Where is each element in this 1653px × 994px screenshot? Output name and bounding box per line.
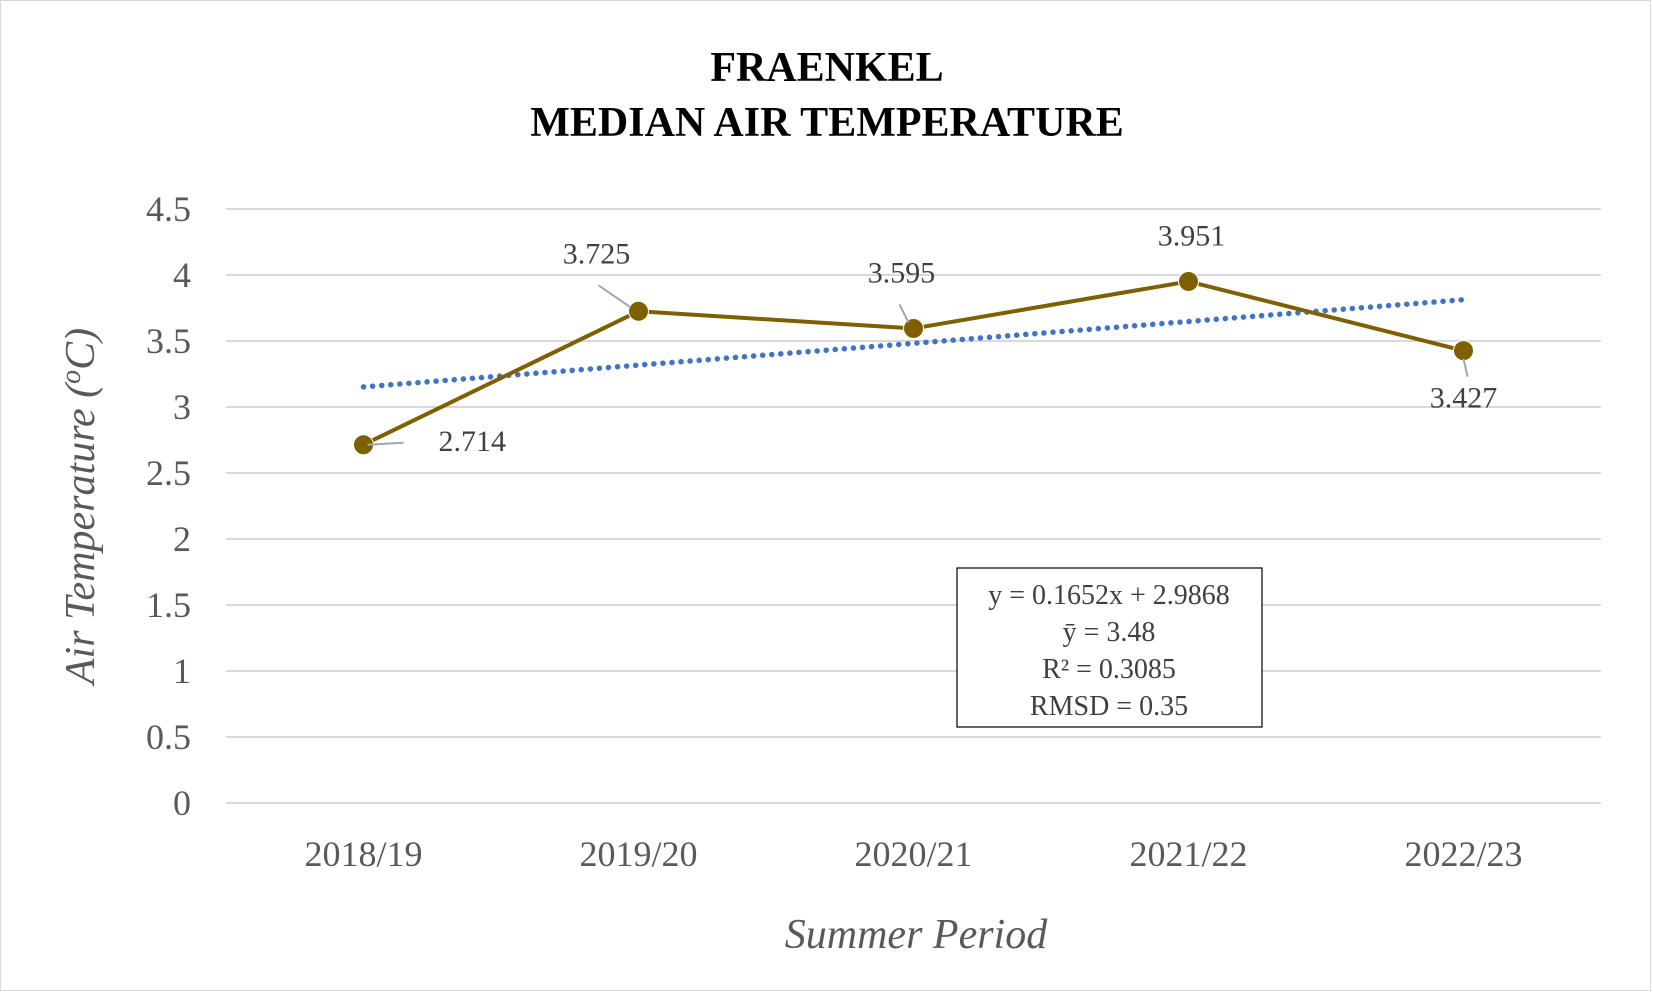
x-tick-label: 2018/19 — [304, 834, 422, 874]
data-series — [353, 270, 1474, 456]
data-label-leader — [898, 304, 910, 323]
data-label-leader — [597, 284, 632, 309]
y-tick-label: 1 — [173, 651, 191, 691]
chart-title-line-1: FRAENKEL — [710, 45, 943, 91]
stats-box: y = 0.1652x + 2.9868 ȳ = 3.48 R² = 0.308… — [956, 567, 1263, 728]
x-tick-label: 2021/22 — [1129, 834, 1247, 874]
data-labels: 2.714 3.725 3.595 3.951 3.427 — [367, 219, 1498, 458]
x-tick-label: 2019/20 — [579, 834, 697, 874]
data-label-leader — [367, 441, 404, 446]
data-point — [1178, 270, 1199, 292]
chart-title: FRAENKEL MEDIAN AIR TEMPERATURE — [530, 45, 1124, 146]
data-point — [1453, 340, 1474, 362]
y-tick-label: 2 — [173, 519, 191, 559]
y-tick-label: 4 — [173, 255, 191, 295]
y-tick-label: 4.5 — [146, 189, 191, 229]
data-label: 2.714 — [439, 425, 507, 458]
data-label: 3.427 — [1430, 382, 1498, 415]
y-axis-title-sup: o — [56, 370, 87, 384]
y-axis-title: Air Temperature (oC) — [56, 328, 104, 687]
x-tick-label: 2022/23 — [1404, 834, 1522, 874]
trendline — [360, 296, 1467, 390]
y-tick-label: 0.5 — [146, 717, 191, 757]
x-tick-labels: 2018/19 2019/20 2020/21 2021/22 2022/23 — [304, 834, 1522, 874]
x-axis-title: Summer Period — [785, 912, 1048, 958]
stats-box-border — [956, 567, 1263, 728]
data-label: 3.725 — [563, 237, 631, 270]
stats-r-squared: R² = 0.3085 — [1042, 654, 1176, 685]
chart-title-line-2: MEDIAN AIR TEMPERATURE — [530, 100, 1124, 146]
data-point — [903, 317, 924, 339]
y-tick-label: 3 — [173, 387, 191, 427]
y-axis-title-main: Air Temperature ( — [58, 381, 104, 687]
data-label: 3.951 — [1158, 219, 1226, 252]
y-tick-label: 2.5 — [146, 453, 191, 493]
y-tick-labels: 0 0.5 1 1.5 2 2.5 3 3.5 4 4.5 — [146, 189, 191, 823]
trendline-path — [360, 296, 1467, 390]
stats-equation: y = 0.1652x + 2.9868 — [988, 580, 1230, 611]
series-line — [362, 279, 1464, 447]
stats-mean: ȳ = 3.48 — [1063, 617, 1156, 648]
stats-rmsd: RMSD = 0.35 — [1030, 691, 1188, 722]
x-tick-label: 2020/21 — [854, 834, 972, 874]
data-label-leader — [1462, 358, 1469, 377]
y-tick-label: 0 — [173, 783, 191, 823]
y-tick-label: 1.5 — [146, 585, 191, 625]
y-axis-title-end: C) — [58, 328, 104, 370]
gridlines — [226, 208, 1601, 804]
y-tick-label: 3.5 — [146, 321, 191, 361]
data-point — [628, 300, 649, 322]
data-label: 3.595 — [868, 256, 936, 289]
